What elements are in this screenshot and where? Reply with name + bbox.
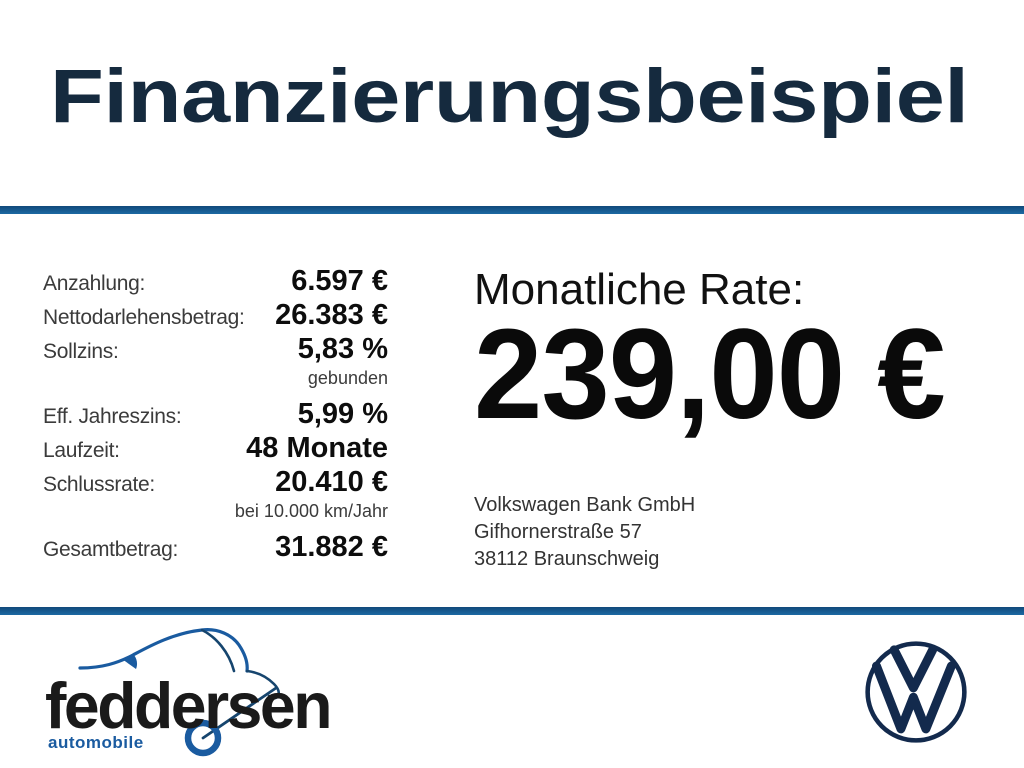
svg-text:automobile: automobile (48, 733, 144, 752)
svg-text:feddersen: feddersen (45, 669, 330, 742)
